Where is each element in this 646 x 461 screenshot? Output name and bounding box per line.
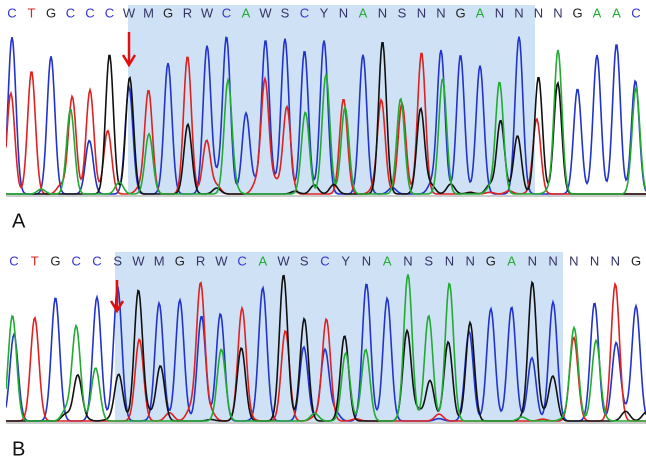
figure: A B CTGCCCWMGRWCAWSCYNANSNNGANNNNGAAC CT… — [0, 0, 646, 461]
base-call: C — [105, 5, 114, 20]
base-call: C — [72, 253, 81, 268]
base-call: T — [28, 5, 36, 20]
base-call: N — [417, 5, 426, 20]
base-call: N — [362, 253, 371, 268]
base-call: N — [403, 253, 412, 268]
base-call: A — [383, 253, 392, 268]
base-call: S — [398, 5, 407, 20]
base-call: S — [281, 5, 290, 20]
base-call: G — [572, 5, 582, 20]
base-call: C — [631, 5, 640, 20]
base-call: C — [222, 5, 231, 20]
base-call: Y — [341, 253, 350, 268]
base-call: G — [455, 5, 465, 20]
base-call: S — [424, 253, 433, 268]
base-call: N — [465, 253, 474, 268]
base-call: C — [92, 253, 101, 268]
base-call: W — [123, 5, 136, 20]
base-call: A — [507, 253, 516, 268]
base-call: S — [300, 253, 309, 268]
base-call: R — [183, 5, 192, 20]
base-call: A — [593, 5, 602, 20]
base-call: N — [528, 253, 537, 268]
base-call: W — [277, 253, 290, 268]
base-call: G — [163, 5, 173, 20]
base-call: C — [9, 253, 18, 268]
base-call: C — [320, 253, 329, 268]
base-call: A — [476, 5, 485, 20]
base-call: C — [7, 5, 16, 20]
base-call: A — [258, 253, 267, 268]
base-call: C — [237, 253, 246, 268]
panel-label: B — [12, 438, 25, 460]
base-call: T — [31, 253, 39, 268]
base-call: N — [569, 253, 578, 268]
base-call: N — [514, 5, 523, 20]
base-call: G — [631, 253, 641, 268]
base-call: Y — [320, 5, 329, 20]
base-call: N — [495, 5, 504, 20]
base-call: A — [242, 5, 251, 20]
base-call: A — [359, 5, 368, 20]
base-call: G — [50, 253, 60, 268]
base-call: N — [553, 5, 562, 20]
base-call: M — [154, 253, 165, 268]
base-call: W — [132, 253, 145, 268]
base-call: G — [175, 253, 185, 268]
base-call: C — [66, 5, 75, 20]
base-call: G — [486, 253, 496, 268]
base-call: W — [201, 5, 214, 20]
base-call: N — [378, 5, 387, 20]
base-call: M — [143, 5, 154, 20]
base-call: N — [436, 5, 445, 20]
base-call: N — [445, 253, 454, 268]
base-call: N — [548, 253, 557, 268]
base-call: N — [590, 253, 599, 268]
base-call: W — [215, 253, 228, 268]
base-call: R — [196, 253, 205, 268]
base-call: W — [259, 5, 272, 20]
base-call: N — [339, 5, 348, 20]
base-call: S — [113, 253, 122, 268]
base-call: A — [612, 5, 621, 20]
base-call: N — [534, 5, 543, 20]
base-call: G — [46, 5, 56, 20]
panel-label: A — [12, 210, 26, 232]
base-call: C — [85, 5, 94, 20]
base-call: N — [611, 253, 620, 268]
base-call: C — [300, 5, 309, 20]
